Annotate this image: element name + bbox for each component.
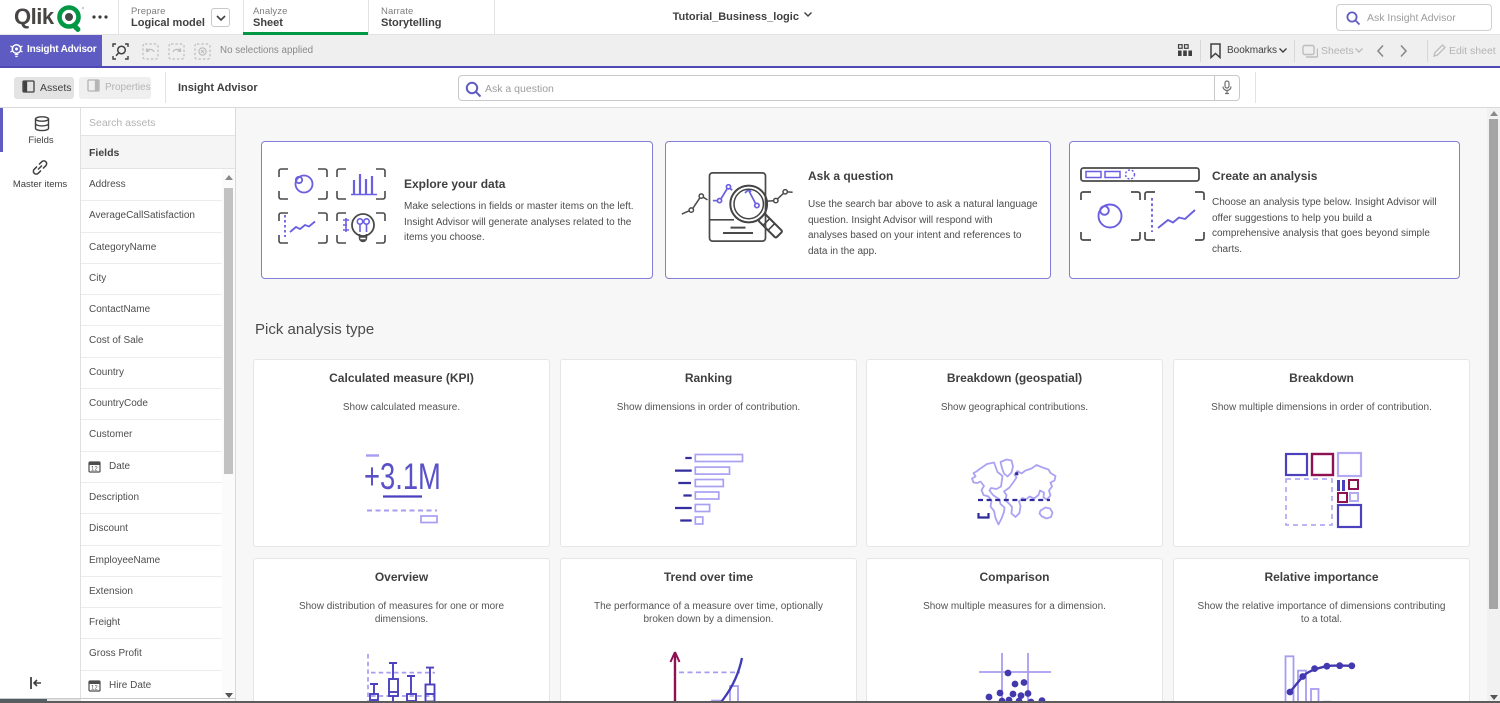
svg-text:+3.1M: +3.1M (364, 456, 441, 497)
svg-text:12: 12 (91, 466, 98, 472)
svg-text:12: 12 (91, 685, 98, 691)
svg-text:Qlik: Qlik (14, 4, 55, 29)
